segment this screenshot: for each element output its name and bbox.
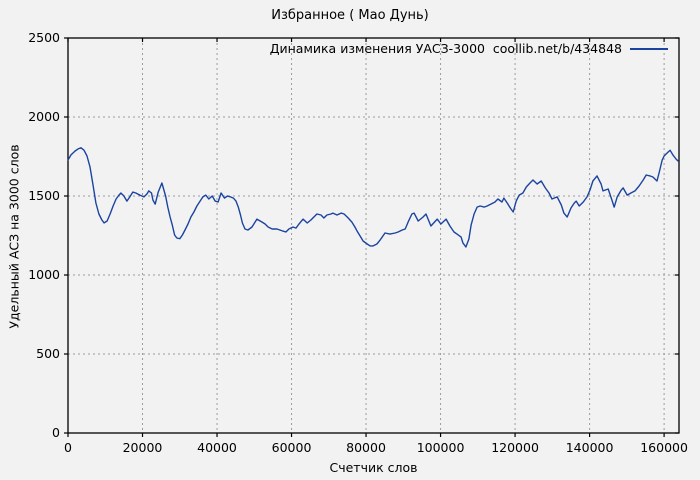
- y-tick-label: 1000: [28, 267, 60, 282]
- x-axis-label: Счетчик слов: [329, 460, 418, 475]
- x-tick-label: 120000: [491, 440, 539, 455]
- x-tick-label: 160000: [640, 440, 688, 455]
- x-tick-label: 80000: [346, 440, 386, 455]
- legend-label: Динамика изменения УАСЗ-3000 coollib.net…: [269, 41, 622, 56]
- chart-title: Избранное ( Мао Дунь): [271, 8, 429, 23]
- y-tick-label: 2000: [28, 109, 60, 124]
- y-tick-label: 1500: [28, 188, 60, 203]
- legend: Динамика изменения УАСЗ-3000 coollib.net…: [270, 41, 668, 56]
- x-tick-label: 140000: [565, 440, 614, 455]
- x-tick-label: 20000: [122, 440, 163, 455]
- x-tick-label: 100000: [416, 440, 465, 455]
- y-tick-label: 500: [36, 346, 60, 361]
- y-axis-label: Удельный АСЗ на 3000 слов: [6, 144, 22, 329]
- y-tick-label: 2500: [28, 30, 60, 45]
- legend-line-sample-icon: [630, 47, 668, 50]
- x-tick-label: 40000: [197, 440, 237, 455]
- x-tick-label: 0: [64, 440, 72, 455]
- y-tick-label: 0: [52, 425, 60, 440]
- plot-frame: [67, 37, 680, 434]
- series-line: [67, 147, 679, 248]
- x-tick-label: 60000: [271, 440, 312, 455]
